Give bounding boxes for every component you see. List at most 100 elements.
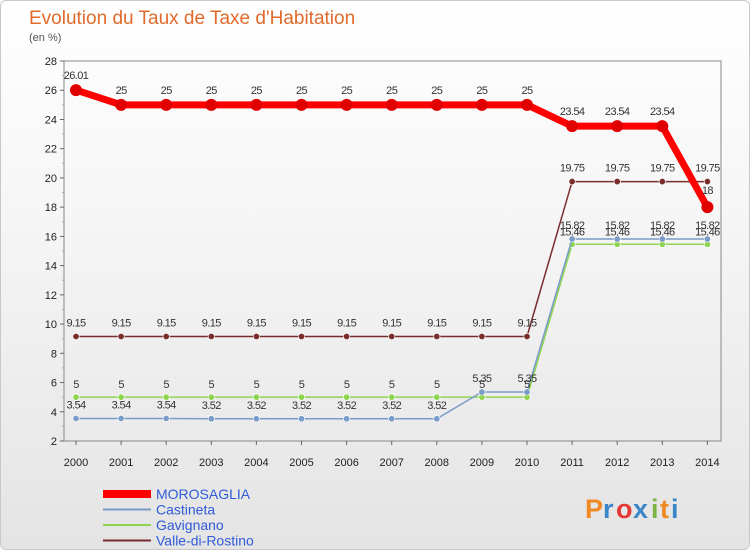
point-morosaglia [70, 84, 82, 97]
data-label-castineta: 3.52 [202, 400, 221, 412]
point-castineta [72, 414, 80, 422]
data-label-valle-di-rostino: 9.15 [337, 318, 356, 330]
point-morosaglia [250, 98, 263, 111]
point-gavignano [297, 393, 305, 401]
x-tick-label: 2010 [515, 457, 539, 469]
data-label-gavignano: 15.46 [695, 226, 720, 238]
data-label-gavignano: 5 [479, 379, 485, 391]
point-castineta [613, 235, 621, 243]
y-tick-label: 14 [45, 261, 57, 273]
point-valle-di-rostino [297, 332, 305, 340]
logo-letter: i [651, 494, 659, 524]
point-morosaglia [701, 201, 714, 214]
data-label-morosaglia: 23.54 [560, 106, 585, 118]
point-morosaglia [475, 98, 488, 111]
data-label-castineta: 3.52 [292, 400, 311, 412]
data-label-gavignano: 5 [209, 379, 215, 391]
point-castineta [568, 235, 576, 243]
data-label-valle-di-rostino: 19.75 [605, 163, 630, 175]
logo-letter: o [616, 494, 633, 524]
y-tick-label: 28 [45, 56, 57, 68]
data-label-morosaglia: 25 [251, 85, 263, 97]
point-castineta [658, 235, 666, 243]
point-morosaglia [385, 98, 398, 111]
logo-letter: r [603, 494, 614, 524]
data-label-gavignano: 15.46 [560, 226, 585, 238]
logo-letter: P [585, 494, 603, 524]
y-axis-unit: (en %) [29, 32, 61, 44]
x-tick-label: 2013 [650, 457, 674, 469]
point-valle-di-rostino [613, 178, 621, 186]
y-tick-label: 2 [51, 436, 57, 448]
x-tick-label: 2006 [334, 457, 358, 469]
data-label-gavignano: 5 [524, 379, 530, 391]
data-label-gavignano: 5 [163, 379, 169, 391]
data-label-castineta: 3.52 [427, 400, 446, 412]
point-castineta [523, 388, 531, 396]
point-gavignano [433, 393, 441, 401]
point-valle-di-rostino [207, 332, 215, 340]
data-label-morosaglia: 26.01 [64, 70, 89, 82]
data-label-gavignano: 5 [254, 379, 260, 391]
x-tick-label: 2014 [695, 457, 719, 469]
data-label-castineta: 15.82 [605, 220, 630, 232]
data-label-gavignano: 15.46 [650, 226, 675, 238]
y-tick-label: 18 [45, 202, 57, 214]
data-label-valle-di-rostino: 9.15 [66, 318, 85, 330]
point-valle-di-rostino [523, 332, 531, 340]
point-morosaglia [340, 98, 353, 111]
point-castineta [162, 414, 170, 422]
data-label-castineta: 3.54 [157, 399, 176, 411]
x-tick-label: 2007 [379, 457, 403, 469]
point-valle-di-rostino [433, 332, 441, 340]
point-castineta [252, 415, 260, 423]
data-label-gavignano: 15.46 [605, 226, 630, 238]
y-tick-label: 4 [51, 407, 57, 419]
data-label-morosaglia: 23.54 [605, 106, 630, 118]
data-label-valle-di-rostino: 9.15 [202, 318, 221, 330]
point-morosaglia [566, 120, 579, 133]
data-label-castineta: 5.35 [517, 373, 536, 385]
x-tick-label: 2005 [289, 457, 313, 469]
point-castineta [117, 414, 125, 422]
point-gavignano [72, 393, 80, 401]
y-tick-label: 16 [45, 231, 57, 243]
y-tick-label: 22 [45, 144, 57, 156]
point-valle-di-rostino [343, 332, 351, 340]
x-tick-label: 2002 [154, 457, 178, 469]
point-gavignano [162, 393, 170, 401]
point-valle-di-rostino [252, 332, 260, 340]
data-label-morosaglia: 25 [341, 85, 353, 97]
point-valle-di-rostino [72, 332, 80, 340]
x-tick-label: 2001 [109, 457, 133, 469]
x-tick-label: 2004 [244, 457, 268, 469]
point-morosaglia [115, 98, 128, 111]
point-castineta [343, 415, 351, 423]
data-label-valle-di-rostino: 9.15 [247, 318, 266, 330]
data-label-morosaglia: 25 [206, 85, 218, 97]
data-label-gavignano: 5 [73, 379, 79, 391]
legend-label-valle-di-rostino: Valle-di-Rostino [156, 533, 254, 549]
y-tick-label: 6 [51, 378, 57, 390]
point-gavignano [252, 393, 260, 401]
point-valle-di-rostino [388, 332, 396, 340]
logo-letter: i [671, 494, 679, 524]
series-line-valle-di-rostino [75, 180, 709, 338]
point-valle-di-rostino [568, 178, 576, 186]
point-castineta [703, 235, 711, 243]
x-tick-label: 2011 [560, 457, 584, 469]
y-tick-label: 20 [45, 173, 57, 185]
point-morosaglia [160, 98, 173, 111]
point-valle-di-rostino [658, 178, 666, 186]
data-label-valle-di-rostino: 9.15 [292, 318, 311, 330]
y-tick-label: 26 [45, 85, 57, 97]
point-morosaglia [430, 98, 443, 111]
data-label-gavignano: 5 [344, 379, 350, 391]
data-label-castineta: 3.52 [247, 400, 266, 412]
point-castineta [388, 415, 396, 423]
data-label-morosaglia: 25 [161, 85, 173, 97]
chart-title: Evolution du Taux de Taxe d'Habitation [29, 8, 355, 29]
legend-label-morosaglia: MOROSAGLIA [156, 486, 251, 502]
